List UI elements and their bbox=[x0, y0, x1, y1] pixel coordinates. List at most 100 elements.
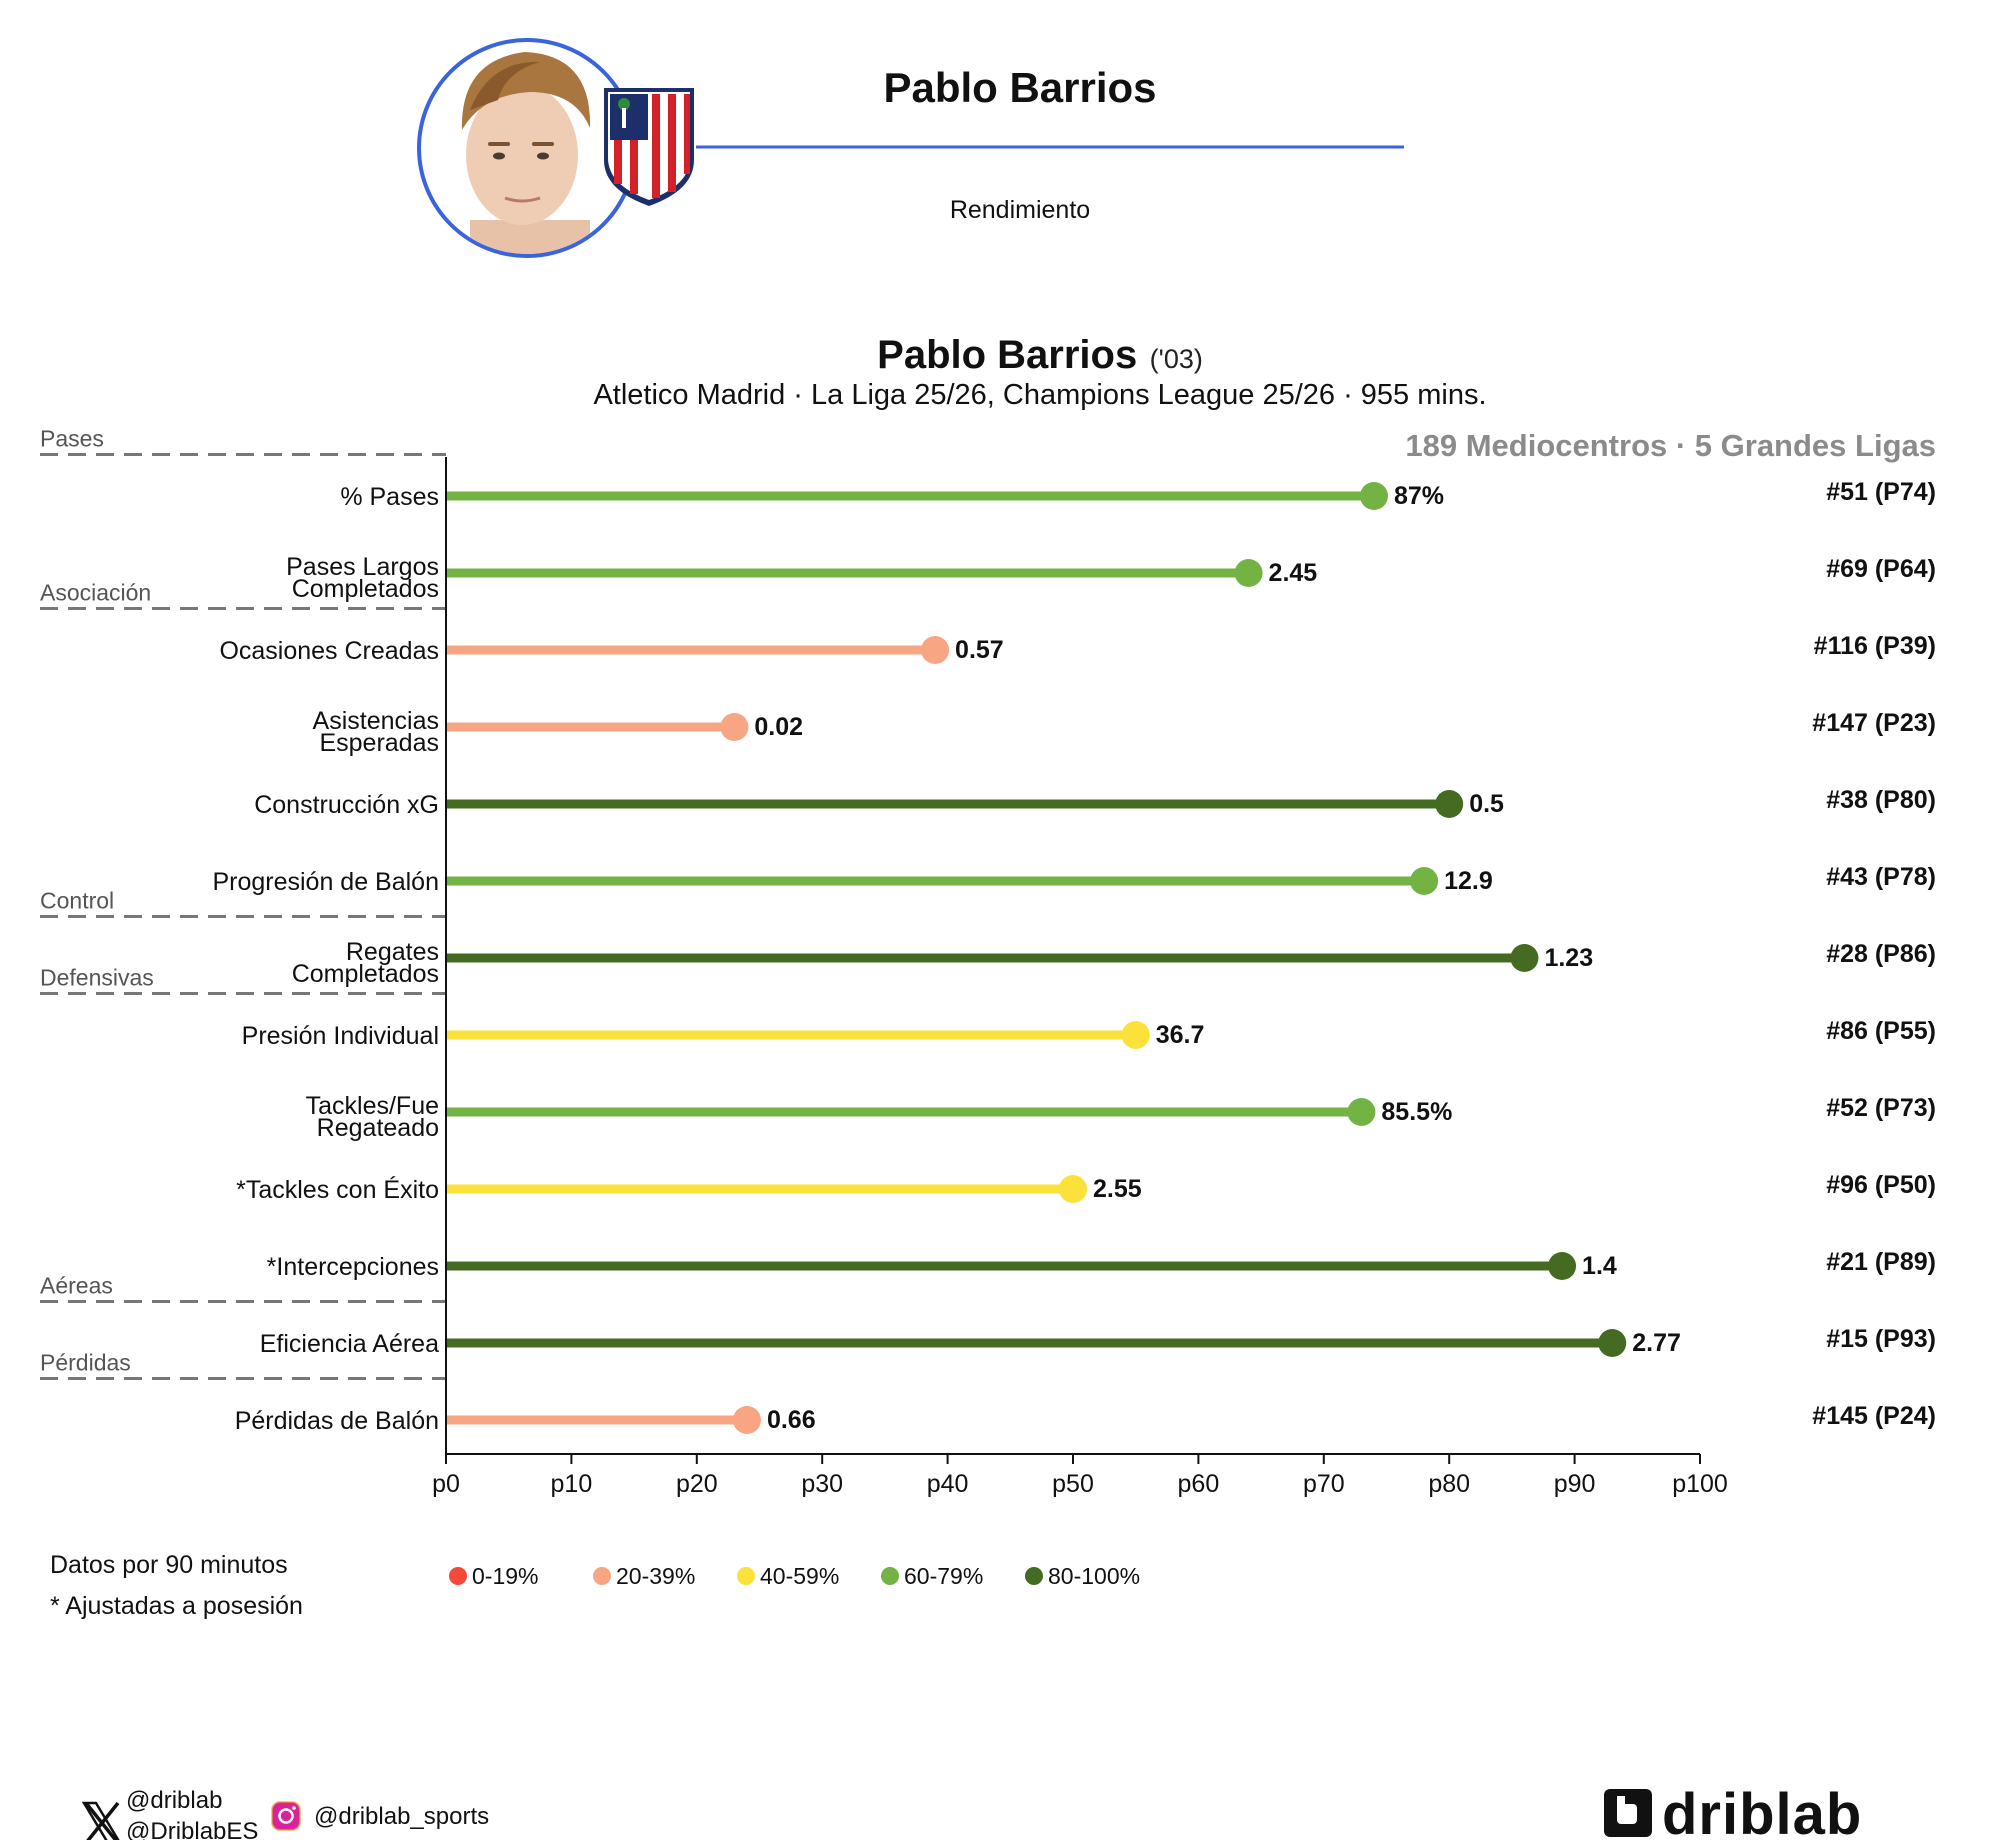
metric-rank-label: #116 (P39) bbox=[1814, 632, 1936, 660]
metric-row: Progresión de Balón 12.9 #43 (P78) bbox=[212, 863, 1936, 896]
twitter-handle-main: @driblab bbox=[126, 1787, 222, 1814]
legend-swatch bbox=[449, 1567, 467, 1585]
x-icon bbox=[81, 1801, 120, 1840]
metric-rank-label: #52 (P73) bbox=[1826, 1094, 1936, 1122]
legend-item: 40-59% bbox=[737, 1563, 839, 1589]
legend-swatch bbox=[881, 1567, 899, 1585]
x-tick-label: p40 bbox=[927, 1470, 969, 1498]
note-possession: * Ajustadas a posesión bbox=[50, 1592, 303, 1620]
metric-label: Presión Individual bbox=[242, 1022, 439, 1050]
header: Pablo Barrios Rendimiento bbox=[417, 38, 1404, 258]
chart-subtitle: Atletico Madrid · La Liga 25/26, Champio… bbox=[593, 379, 1486, 411]
metric-label: Progresión de Balón bbox=[212, 868, 439, 896]
metric-rank-label: #21 (P89) bbox=[1826, 1248, 1936, 1276]
metric-value-label: 1.4 bbox=[1582, 1252, 1617, 1280]
metric-value-label: 2.45 bbox=[1269, 559, 1318, 587]
metric-row: Construcción xG 0.5 #38 (P80) bbox=[254, 786, 1936, 819]
metric-value-label: 36.7 bbox=[1156, 1021, 1205, 1049]
legend-swatch bbox=[737, 1567, 755, 1585]
metric-label: Completados bbox=[292, 575, 439, 603]
metric-label: Regates bbox=[346, 938, 439, 966]
metric-label: Esperadas bbox=[319, 729, 439, 757]
section-label: Pases bbox=[40, 426, 104, 452]
x-tick-label: p100 bbox=[1672, 1470, 1728, 1498]
metric-rank-label: #69 (P64) bbox=[1826, 555, 1936, 583]
metric-dot bbox=[921, 636, 950, 664]
metric-label: % Pases bbox=[340, 483, 439, 511]
header-subtitle: Rendimiento bbox=[950, 196, 1090, 224]
footer: @driblab @DriblabES @driblab_sports drib… bbox=[81, 1782, 1862, 1840]
metric-dot bbox=[1598, 1329, 1627, 1357]
legend-swatch bbox=[593, 1567, 611, 1585]
chart-title-year: ('03) bbox=[1150, 344, 1203, 374]
svg-text:Pablo Barrios ('03): Pablo Barrios ('03) bbox=[877, 333, 1203, 377]
metric-row: Pérdidas de Balón 0.66 #145 (P24) bbox=[235, 1402, 1936, 1435]
metric-label: Asistencias bbox=[313, 707, 439, 735]
metric-row: Eficiencia Aérea 2.77 #15 (P93) bbox=[260, 1325, 1936, 1358]
metric-dot bbox=[1510, 944, 1539, 972]
legend-item: 60-79% bbox=[881, 1563, 983, 1589]
metric-label: Construcción xG bbox=[254, 791, 439, 819]
metric-dot bbox=[1435, 790, 1464, 818]
metric-value-label: 0.02 bbox=[754, 713, 803, 741]
driblab-logo: driblab bbox=[1604, 1782, 1862, 1840]
legend-label: 20-39% bbox=[616, 1563, 695, 1589]
x-tick-label: p30 bbox=[801, 1470, 843, 1498]
x-tick-label: p90 bbox=[1554, 1470, 1596, 1498]
metric-value-label: 0.66 bbox=[767, 1406, 816, 1434]
metric-rank-label: #43 (P78) bbox=[1826, 863, 1936, 891]
metric-label: Ocasiones Creadas bbox=[219, 637, 439, 665]
note-per90: Datos por 90 minutos bbox=[50, 1551, 288, 1579]
axes: p0 p10 p20 p30 p40 p50 p60 p70 p80 p90 p100 bbox=[432, 457, 1728, 1498]
metric-dot bbox=[720, 713, 749, 741]
player-photo bbox=[417, 38, 637, 258]
metric-value-label: 12.9 bbox=[1444, 867, 1493, 895]
metric-value-label: 2.77 bbox=[1632, 1329, 1681, 1357]
legend-swatch bbox=[1025, 1567, 1043, 1585]
metric-value-label: 2.55 bbox=[1093, 1175, 1142, 1203]
metric-rank-label: #28 (P86) bbox=[1826, 940, 1936, 968]
metric-row: Presión Individual 36.7 #86 (P55) bbox=[242, 1017, 1936, 1050]
legend-label: 40-59% bbox=[760, 1563, 839, 1589]
legend: 0-19% 20-39% 40-59% 60-79% 80-100% bbox=[449, 1563, 1140, 1589]
legend-label: 60-79% bbox=[904, 1563, 983, 1589]
metric-rank-label: #38 (P80) bbox=[1826, 786, 1936, 814]
metric-dot bbox=[1347, 1098, 1376, 1126]
metric-rows: % Pases 87% #51 (P74)Pases LargosCompletad… bbox=[212, 478, 1936, 1435]
instagram-handle: @driblab_sports bbox=[314, 1803, 489, 1830]
legend-item: 20-39% bbox=[593, 1563, 695, 1589]
x-tick-label: p10 bbox=[551, 1470, 593, 1498]
metric-label: Regateado bbox=[317, 1114, 439, 1142]
chart-title: Pablo Barrios bbox=[877, 333, 1137, 377]
section-label: Aéreas bbox=[40, 1273, 113, 1299]
metric-value-label: 0.5 bbox=[1469, 790, 1504, 818]
metric-dot bbox=[1234, 559, 1263, 587]
section-label: Asociación bbox=[40, 580, 151, 606]
metric-label: Pases Largos bbox=[286, 553, 439, 581]
metric-rank-label: #86 (P55) bbox=[1826, 1017, 1936, 1045]
x-tick-label: p80 bbox=[1428, 1470, 1470, 1498]
metric-value-label: 87% bbox=[1394, 482, 1444, 510]
club-crest bbox=[604, 88, 694, 206]
x-tick-label: p20 bbox=[676, 1470, 718, 1498]
metric-label: *Tackles con Éxito bbox=[236, 1175, 439, 1204]
brand-wordmark: driblab bbox=[1662, 1782, 1862, 1840]
metric-label: Tackles/Fue bbox=[306, 1092, 439, 1120]
metric-value-label: 85.5% bbox=[1381, 1098, 1452, 1126]
metric-value-label: 0.57 bbox=[955, 636, 1004, 664]
x-tick-label: p50 bbox=[1052, 1470, 1094, 1498]
legend-label: 0-19% bbox=[472, 1563, 538, 1589]
section-dividers: Pases Asociación Control Defensivas Aéreas Pé… bbox=[40, 426, 446, 1380]
metric-dot bbox=[1548, 1252, 1577, 1280]
metric-row: *Intercepciones 1.4 #21 (P89) bbox=[267, 1248, 1936, 1281]
section-label: Defensivas bbox=[40, 965, 154, 991]
instagram-icon bbox=[271, 1801, 301, 1831]
legend-item: 80-100% bbox=[1025, 1563, 1140, 1589]
plot-area: Pases Asociación Control Defensivas Aéreas Pé… bbox=[40, 426, 1936, 1498]
legend-label: 80-100% bbox=[1048, 1563, 1140, 1589]
section-label: Control bbox=[40, 888, 114, 914]
